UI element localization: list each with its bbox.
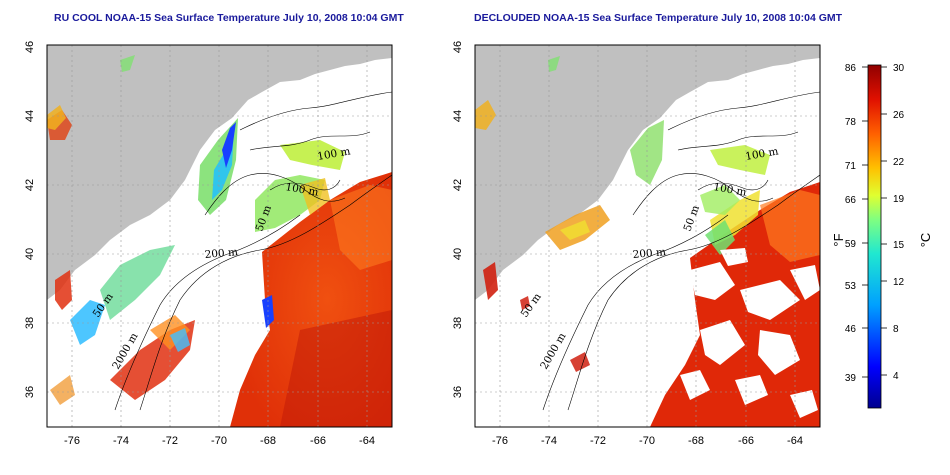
fahrenheit-tick-label: 39	[845, 373, 857, 384]
celsius-tick-label: 22	[893, 157, 905, 168]
left-lon-axis: -76 -74 -72 -70 -68 -66 -64	[64, 435, 375, 447]
right-lon-axis: -76 -74 -72 -70 -68 -66 -64	[492, 435, 803, 447]
colorbar-gradient	[867, 64, 882, 409]
lon-tick-label: -74	[113, 435, 129, 447]
fahrenheit-unit-label: °F	[831, 233, 846, 246]
left-lat-axis: 46 44 42 40 38 36	[24, 41, 36, 398]
lat-tick-label: 36	[452, 386, 464, 398]
lon-tick-label: -64	[359, 435, 375, 447]
fahrenheit-tick-label: 86	[845, 63, 857, 74]
lon-tick-label: -70	[211, 435, 227, 447]
lat-tick-label: 36	[24, 386, 36, 398]
temperature-colorbar: 86 78 71 66 59 53 46 39 30 26 22 19 15 1…	[831, 63, 933, 409]
fahrenheit-tick-label: 78	[845, 117, 857, 128]
contour-label: 100 m	[712, 181, 747, 199]
lat-tick-label: 40	[452, 248, 464, 260]
lat-tick-label: 46	[24, 41, 36, 53]
lon-tick-label: -72	[590, 435, 606, 447]
right-map-title: DECLOUDED NOAA-15 Sea Surface Temperatur…	[474, 12, 843, 24]
lat-tick-label: 38	[452, 317, 464, 329]
contour-label: 100 m	[316, 145, 351, 163]
lon-tick-label: -66	[738, 435, 754, 447]
lat-tick-label: 38	[24, 317, 36, 329]
celsius-tick-label: 4	[893, 371, 899, 382]
left-map-frame	[46, 44, 393, 428]
lon-tick-label: -74	[541, 435, 557, 447]
contour-label: 100 m	[284, 181, 319, 199]
right-map	[475, 45, 820, 427]
lat-tick-label: 44	[452, 110, 464, 122]
left-map-title: RU COOL NOAA-15 Sea Surface Temperature …	[54, 12, 404, 24]
fahrenheit-tick-label: 71	[845, 161, 857, 172]
celsius-tick-label: 26	[893, 110, 905, 121]
bathymetry-contours	[542, 91, 820, 411]
map-grid	[475, 45, 820, 427]
bathymetry-contours	[114, 91, 392, 411]
left-map	[47, 45, 392, 427]
right-map-frame	[474, 44, 821, 428]
lon-tick-label: -68	[688, 435, 704, 447]
fahrenheit-tick-label: 59	[845, 239, 857, 250]
lat-tick-label: 42	[452, 179, 464, 191]
right-lat-axis: 46 44 42 40 38 36	[452, 41, 464, 398]
lon-tick-label: -64	[787, 435, 803, 447]
fahrenheit-tick-label: 53	[845, 281, 857, 292]
lon-tick-label: -76	[64, 435, 80, 447]
lon-tick-label: -72	[162, 435, 178, 447]
celsius-tick-label: 15	[893, 240, 905, 251]
celsius-tick-label: 8	[893, 324, 899, 335]
fahrenheit-tick-label: 46	[845, 324, 857, 335]
lat-tick-label: 40	[24, 248, 36, 260]
contour-label: 200 m	[632, 246, 666, 261]
lon-tick-label: -66	[310, 435, 326, 447]
celsius-tick-label: 19	[893, 194, 905, 205]
celsius-tick-label: 30	[893, 63, 905, 74]
lon-tick-label: -70	[639, 435, 655, 447]
celsius-unit-label: °C	[918, 233, 933, 248]
contour-label: 100 m	[744, 145, 779, 163]
celsius-tick-label: 12	[893, 277, 905, 288]
fahrenheit-tick-label: 66	[845, 195, 857, 206]
cloud-mask	[680, 248, 820, 418]
contour-label: 200 m	[204, 246, 238, 261]
map-grid	[47, 45, 392, 427]
lon-tick-label: -76	[492, 435, 508, 447]
lat-tick-label: 44	[24, 110, 36, 122]
lat-tick-label: 46	[452, 41, 464, 53]
lat-tick-label: 42	[24, 179, 36, 191]
lon-tick-label: -68	[260, 435, 276, 447]
